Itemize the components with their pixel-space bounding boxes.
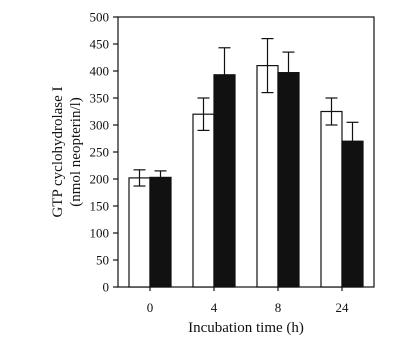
y-tick-label: 150 [90,199,110,214]
x-tick-label: 0 [147,300,154,315]
y-tick-label: 350 [90,91,110,106]
y-tick-label: 0 [103,280,110,295]
bar [341,140,364,288]
bar [128,177,151,288]
y-tick-label: 250 [90,145,110,160]
bar [192,113,215,288]
y-axis-title-line1: GTP cyclohydrolase I [50,86,66,217]
x-tick-label: 4 [211,300,218,315]
bar [149,176,172,288]
y-tick-label: 300 [90,118,110,133]
y-tick-label: 450 [90,37,110,52]
x-tick-label: 24 [336,300,350,315]
x-tick-label: 8 [275,300,282,315]
y-axis-title: GTP cyclohydrolase I (nmol neopterin/l) [50,86,84,217]
bar [277,72,300,288]
y-tick-label: 500 [90,10,110,25]
plot-area: 0 50 100 150 200 250 300 350 400 450 500 0 4 8 24 [90,10,375,315]
y-tick-label: 400 [90,64,110,79]
bar [256,64,279,288]
y-tick-label: 50 [96,253,109,268]
bar [320,110,343,288]
y-tick-label: 100 [90,226,110,241]
y-tick-label: 200 [90,172,110,187]
y-axis-title-line2: (nmol neopterin/l) [68,97,84,207]
x-axis-title: Incubation time (h) [188,320,304,336]
bar [213,74,236,288]
